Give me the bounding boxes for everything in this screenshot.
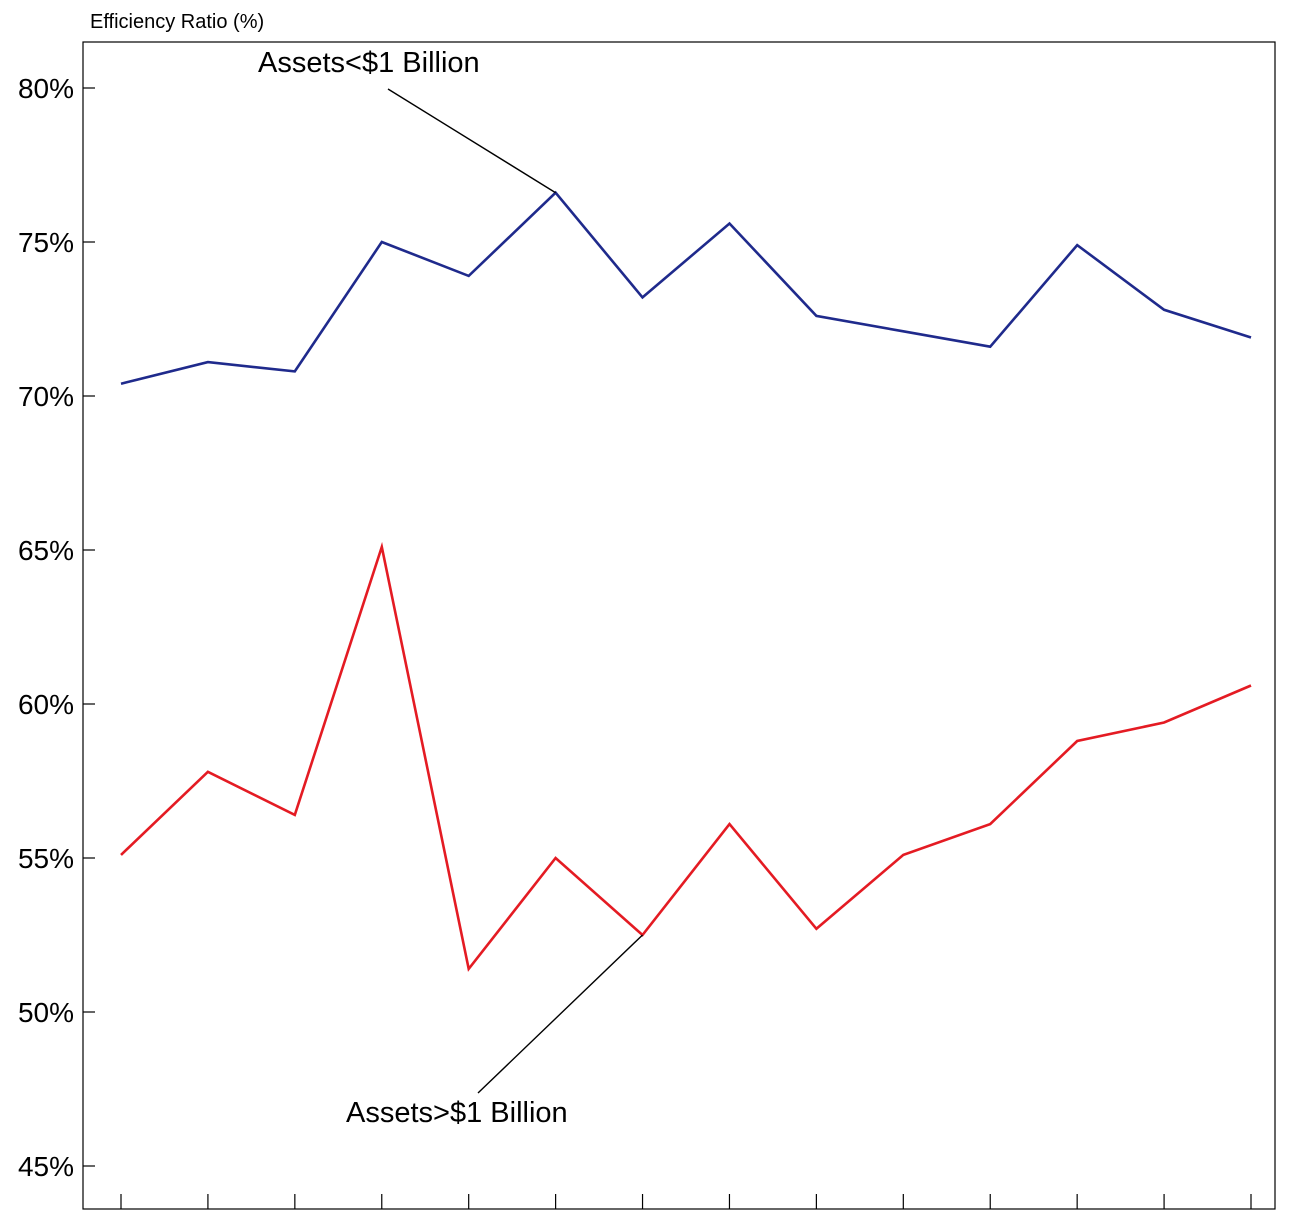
y-tick-label: 50% — [18, 997, 74, 1028]
x-axis — [120, 1194, 1252, 1209]
y-tick-label: 55% — [18, 843, 74, 874]
y-tick-label: 80% — [18, 73, 74, 104]
series-line-2 — [120, 541, 1252, 972]
y-tick-label: 70% — [18, 381, 74, 412]
series-group — [120, 190, 1252, 972]
annotation-label: Assets>$1 Billion — [346, 1097, 568, 1129]
y-tick-label: 65% — [18, 535, 74, 566]
y-tick-label: 75% — [18, 227, 74, 258]
y-tick-label: 60% — [18, 689, 74, 720]
y-axis: 45% 50% 55% 60% 65% 70% 75% 80% — [18, 73, 95, 1182]
annotations: Assets<$1 Billion Assets>$1 Billion — [258, 47, 644, 1129]
y-axis-title: Efficiency Ratio (%) — [90, 11, 264, 33]
annotation-leader-line — [387, 88, 556, 194]
annotation-leader-line — [477, 934, 644, 1094]
series-line-1 — [120, 190, 1252, 385]
annotation-label: Assets<$1 Billion — [258, 47, 480, 79]
plot-frame — [82, 41, 1276, 1210]
y-tick-label: 45% — [18, 1151, 74, 1182]
